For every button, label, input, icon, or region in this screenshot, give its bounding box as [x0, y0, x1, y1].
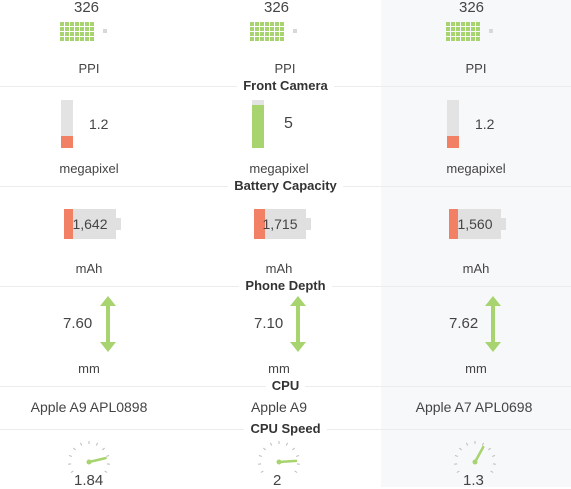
gauge-tick	[73, 448, 75, 450]
depth-value: 7.10	[254, 315, 283, 332]
gauge-needle	[89, 458, 106, 462]
double-arrow-icon	[288, 296, 308, 352]
gauge-hub	[87, 460, 92, 465]
gauge-tick	[296, 456, 299, 457]
gauge-tick	[295, 471, 298, 473]
gauge-tick	[261, 471, 264, 473]
battery-icon: 1,715	[254, 209, 306, 239]
battery-value: 1,560	[449, 209, 501, 239]
double-arrow-icon	[483, 296, 503, 352]
battery-icon: 1,560	[449, 209, 501, 239]
gauge-tick	[69, 456, 72, 457]
bar-meter-icon	[252, 100, 264, 148]
camera-value: 5	[284, 115, 293, 133]
pixel-dot-icon	[489, 29, 493, 33]
gauge-hub	[277, 460, 282, 465]
gauge-tick	[259, 456, 262, 457]
depth-value: 7.60	[63, 315, 92, 332]
battery-value: 1,642	[64, 209, 116, 239]
ppi-value: 326	[264, 0, 289, 16]
phone-column-3: 326 PPI 1.2 megapixel 1,560 mAh 7.62 mm …	[381, 0, 571, 487]
pixel-grid-icon	[60, 22, 94, 41]
gauge-tick	[488, 448, 490, 450]
battery-tip	[116, 218, 121, 230]
gauge-tick	[270, 443, 271, 446]
double-arrow-icon	[98, 296, 118, 352]
ppi-unit: PPI	[0, 61, 184, 76]
gauge-tick	[286, 443, 287, 446]
ppi-unit: PPI	[190, 61, 380, 76]
camera-unit: megapixel	[0, 161, 184, 176]
gauge-tick	[96, 443, 97, 446]
ppi-value: 326	[459, 0, 484, 16]
gauge-tick	[491, 471, 494, 473]
phone-column-2: 326 PPI 5 megapixel 1,715 mAh 7.10 mm Ap…	[190, 0, 380, 487]
speed-value: 2	[273, 472, 281, 489]
gauge-tick	[106, 456, 109, 457]
bar-meter-icon	[61, 100, 73, 148]
gauge-tick	[492, 456, 495, 457]
gauge-tick	[455, 456, 458, 457]
battery-value: 1,715	[254, 209, 306, 239]
battery-unit: mAh	[0, 261, 184, 276]
gauge-tick	[457, 471, 460, 473]
cpu-name: Apple A9	[184, 399, 374, 415]
pixel-grid-icon	[446, 22, 480, 41]
camera-bar-fill	[252, 105, 264, 148]
depth-unit: mm	[381, 361, 571, 376]
ppi-value: 326	[74, 0, 99, 16]
gauge-tick	[466, 443, 467, 446]
depth-unit: mm	[0, 361, 184, 376]
camera-value: 1.2	[475, 116, 494, 132]
gauge-hub	[473, 460, 478, 465]
battery-icon: 1,642	[64, 209, 116, 239]
gauge-tick	[459, 448, 461, 450]
gauge-needle	[475, 447, 483, 462]
phone-column-1: 326 PPI 1.2 megapixel 1,642 mAh 7.60 mm …	[0, 0, 190, 487]
speed-value: 1.84	[74, 472, 103, 489]
pixel-grid-icon	[250, 22, 284, 41]
battery-unit: mAh	[184, 261, 374, 276]
gauge-tick	[482, 443, 483, 446]
gauge-tick	[105, 471, 108, 473]
speed-value: 1.3	[463, 472, 484, 489]
pixel-dot-icon	[103, 29, 107, 33]
gauge-tick	[292, 448, 294, 450]
depth-value: 7.62	[449, 315, 478, 332]
battery-tip	[501, 218, 506, 230]
ppi-unit: PPI	[381, 61, 571, 76]
camera-value: 1.2	[89, 116, 108, 132]
camera-unit: megapixel	[381, 161, 571, 176]
depth-unit: mm	[184, 361, 374, 376]
gauge-tick	[80, 443, 81, 446]
gauge-tick	[102, 448, 104, 450]
camera-unit: megapixel	[184, 161, 374, 176]
cpu-name: Apple A7 APL0698	[379, 399, 569, 415]
gauge-tick	[263, 448, 265, 450]
pixel-dot-icon	[293, 29, 297, 33]
gauge-needle	[279, 461, 296, 462]
battery-unit: mAh	[381, 261, 571, 276]
cpu-name: Apple A9 APL0898	[0, 399, 184, 415]
battery-tip	[306, 218, 311, 230]
bar-meter-icon	[447, 100, 459, 148]
camera-bar-fill	[447, 136, 459, 148]
camera-bar-fill	[61, 136, 73, 148]
